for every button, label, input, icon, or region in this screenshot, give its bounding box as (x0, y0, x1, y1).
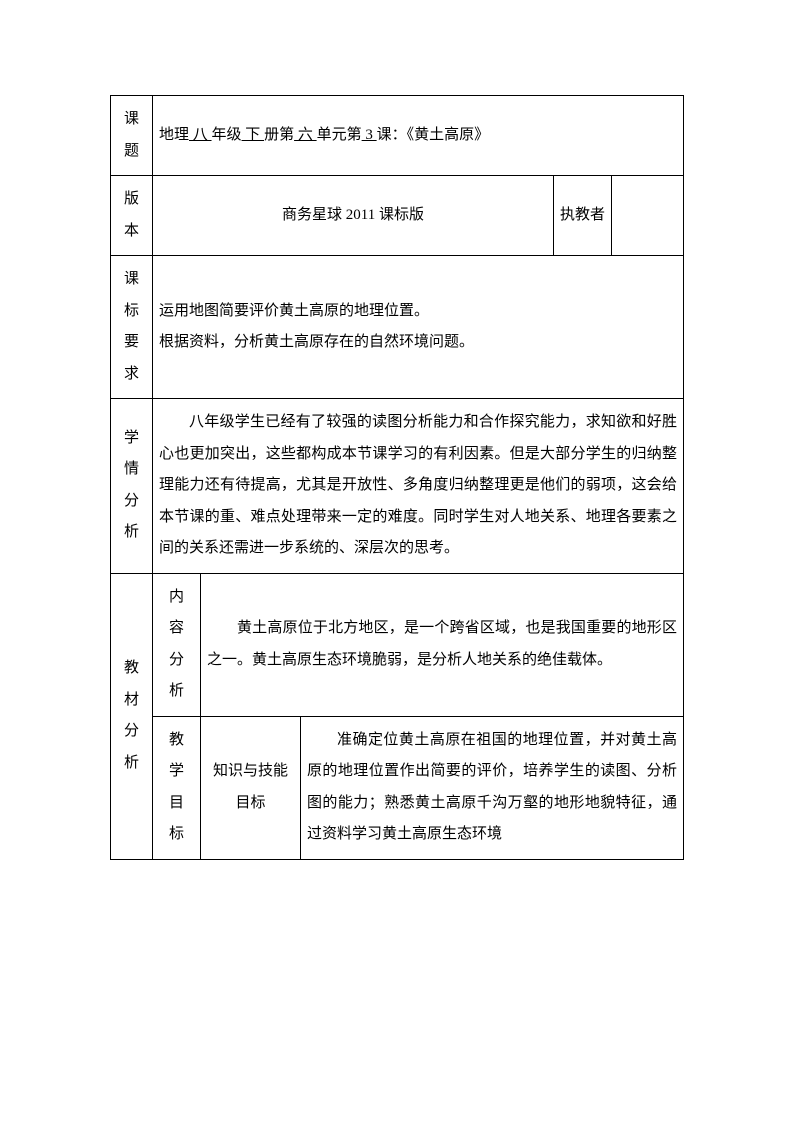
standard-line2: 根据资料，分析黄土高原存在的自然环境问题。 (159, 327, 677, 359)
teacher-value (612, 176, 684, 256)
content-analysis-cell: 黄土高原位于北方地区，是一个跨省区域，也是我国重要的地形区之一。黄土高原生态环境… (201, 573, 684, 716)
table-row: 课题 地理 八 年级 下 册第 六 单元第 3 课：《黄土高原》 (111, 96, 684, 176)
table-row: 版本 商务星球 2011 课标版 执教者 (111, 176, 684, 256)
document-page: 课题 地理 八 年级 下 册第 六 单元第 3 课：《黄土高原》 版本 商务星球… (0, 0, 794, 1123)
table-row: 学情分析 八年级学生已经有了较强的读图分析能力和合作探究能力，求知欲和好胜心也更… (111, 399, 684, 574)
table-row: 课标要求 运用地图简要评价黄土高原的地理位置。 根据资料，分析黄土高原存在的自然… (111, 256, 684, 399)
version-value: 商务星球 2011 课标版 (153, 176, 554, 256)
lesson-plan-table: 课题 地理 八 年级 下 册第 六 单元第 3 课：《黄土高原》 版本 商务星球… (110, 95, 684, 860)
standard-cell: 运用地图简要评价黄土高原的地理位置。 根据资料，分析黄土高原存在的自然环境问题。 (153, 256, 684, 399)
content-analysis-text: 黄土高原位于北方地区，是一个跨省区域，也是我国重要的地形区之一。黄土高原生态环境… (207, 613, 677, 676)
table-row: 教材分析 内容分析 黄土高原位于北方地区，是一个跨省区域，也是我国重要的地形区之… (111, 573, 684, 716)
knowledge-goal-cell: 准确定位黄土高原在祖国的地理位置，并对黄土高原的地理位置作出简要的评价，培养学生… (301, 716, 684, 859)
label-topic: 课题 (111, 96, 153, 176)
table-row: 教学目标 知识与技能目标 准确定位黄土高原在祖国的地理位置，并对黄土高原的地理位… (111, 716, 684, 859)
teacher-label: 执教者 (554, 176, 612, 256)
standard-line1: 运用地图简要评价黄土高原的地理位置。 (159, 296, 677, 328)
knowledge-goal-text: 准确定位黄土高原在祖国的地理位置，并对黄土高原的地理位置作出简要的评价，培养学生… (307, 725, 677, 851)
label-student: 学情分析 (111, 399, 153, 574)
topic-text: 地理 八 年级 下 册第 六 单元第 3 课：《黄土高原》 (159, 127, 489, 143)
label-standard: 课标要求 (111, 256, 153, 399)
student-text: 八年级学生已经有了较强的读图分析能力和合作探究能力，求知欲和好胜心也更加突出，这… (159, 407, 677, 565)
label-teaching-goal: 教学目标 (153, 716, 201, 859)
label-content-analysis: 内容分析 (153, 573, 201, 716)
label-knowledge-goal: 知识与技能目标 (201, 716, 301, 859)
topic-cell: 地理 八 年级 下 册第 六 单元第 3 课：《黄土高原》 (153, 96, 684, 176)
label-material: 教材分析 (111, 573, 153, 859)
student-cell: 八年级学生已经有了较强的读图分析能力和合作探究能力，求知欲和好胜心也更加突出，这… (153, 399, 684, 574)
label-version: 版本 (111, 176, 153, 256)
